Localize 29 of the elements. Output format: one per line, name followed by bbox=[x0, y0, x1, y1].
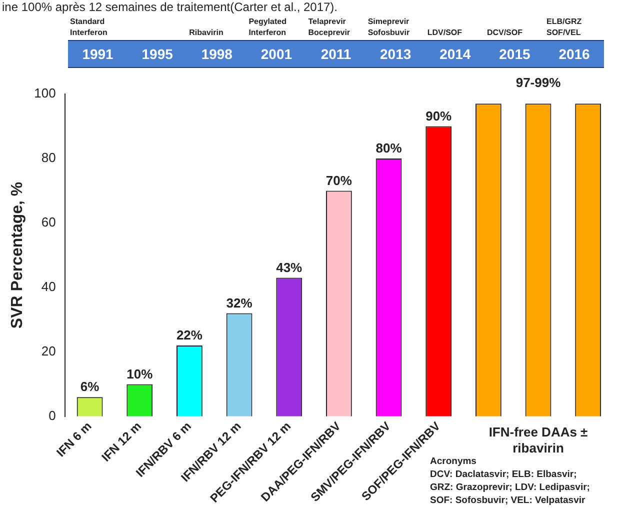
text: ELB/GRZ SOF/VEL 2016 bbox=[546, 16, 591, 64]
text: Pegylated Interferon 2001 bbox=[248, 16, 294, 64]
data-label: 97-99% bbox=[516, 74, 562, 90]
text: DCV/SOF 2015 bbox=[486, 27, 532, 64]
text: Simeprevir Sofosbuvir 2013 bbox=[366, 16, 412, 64]
text: Standard Interferon 1991 bbox=[69, 16, 114, 64]
data-label: 32% bbox=[226, 295, 253, 310]
text: IFN-free DAAs ± ribavirin bbox=[488, 424, 588, 456]
text: Telaprevir Boceprevir 2011 bbox=[307, 16, 352, 64]
y-tick-label: 20 bbox=[41, 344, 56, 359]
text: LDV/SOF 2014 bbox=[426, 27, 472, 64]
y-tick-label: 0 bbox=[48, 408, 56, 424]
data-label: 90% bbox=[426, 108, 452, 124]
y-tick-label: 80 bbox=[41, 150, 56, 166]
y-tick-label: 100 bbox=[34, 86, 56, 101]
data-label: 80% bbox=[376, 140, 402, 156]
x-tick-label: IFN 6 m bbox=[54, 419, 94, 460]
data-label: 10% bbox=[126, 366, 154, 382]
x-tick-label: IFN 12 m bbox=[98, 419, 144, 464]
data-label: 6% bbox=[80, 379, 100, 394]
data-label: 43% bbox=[276, 260, 303, 275]
text: 1995 bbox=[128, 40, 188, 68]
y-tick-label: 40 bbox=[41, 279, 56, 294]
y-axis-title: SVR Percentage, % bbox=[9, 182, 26, 329]
text: ine 100% après 12 semaines de traitement(Carter et al., 2017). bbox=[2, 0, 338, 14]
data-label: 22% bbox=[176, 328, 203, 343]
y-tick-label: 60 bbox=[41, 214, 56, 230]
text: Ribavirin 1998 bbox=[188, 27, 234, 64]
data-label: 70% bbox=[326, 172, 352, 188]
